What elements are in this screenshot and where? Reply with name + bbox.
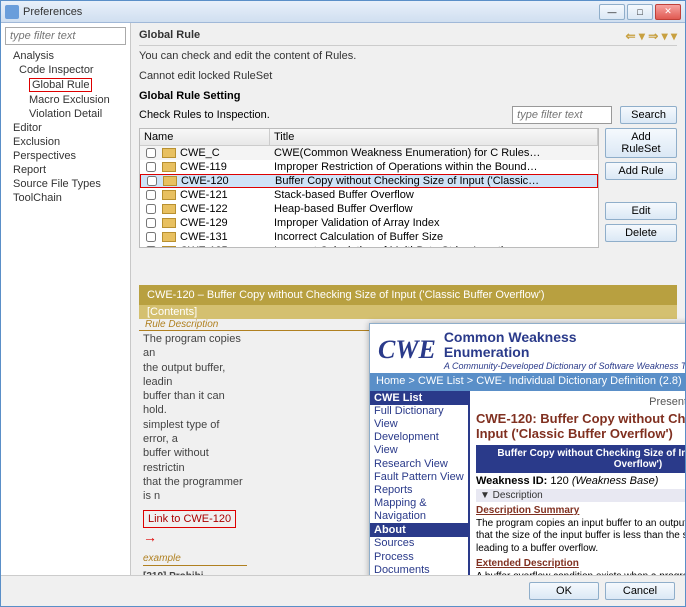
edit-button[interactable]: Edit [605,202,677,220]
preferences-sidebar: AnalysisCode InspectorGlobal RuleMacro E… [1,23,131,575]
description-header[interactable]: ▼ Description [476,489,685,502]
sidebar-item-report[interactable]: Report [5,163,126,177]
table-row[interactable]: CWE-129Improper Validation of Array Inde… [140,216,598,230]
row-checkbox[interactable] [146,232,156,242]
side-nav-link[interactable]: Full Dictionary View [370,405,468,431]
cwe-title-1: Common Weakness [444,330,685,345]
side-nav-link[interactable]: Mapping & Navigation [370,497,468,523]
rule-icon [162,204,176,214]
maximize-button[interactable]: □ [627,4,653,20]
row-checkbox[interactable] [146,218,156,228]
search-button[interactable]: Search [620,106,677,124]
presentation-filter: Presentation Filter: --None-- [476,395,685,409]
sidebar-item-exclusion[interactable]: Exclusion [5,135,126,149]
table-row[interactable]: CWE-120Buffer Copy without Checking Size… [140,174,598,188]
main-panel: Global Rule ⇐ ▾ ⇒ ▾ ▾ You can check and … [131,23,685,575]
add-ruleset-button[interactable]: Add RuleSet [605,128,677,158]
table-row[interactable]: CWE-119Improper Restriction of Operation… [140,160,598,174]
prohibit-label: [219] Prohibi [143,570,247,575]
dialog-footer: OK Cancel [1,575,685,606]
minimize-button[interactable]: — [599,4,625,20]
rule-filter-input[interactable] [512,106,612,124]
sidebar-item-analysis[interactable]: Analysis [5,49,126,63]
breadcrumb: Home > CWE List > CWE- Individual Dictio… [370,373,685,391]
row-checkbox[interactable] [146,246,156,248]
side-nav-link[interactable]: Development View [370,431,468,457]
preferences-window: Preferences — □ ✕ AnalysisCode Inspector… [0,0,686,607]
info-text-2: Cannot edit locked RuleSet [139,66,677,86]
add-rule-button[interactable]: Add Rule [605,162,677,180]
side-nav-link[interactable]: Process [370,551,468,564]
rule-icon [162,190,176,200]
side-section-header: About [370,523,468,537]
cwe-title-2: Enumeration [444,345,685,360]
panel-title: Global Rule [139,29,200,43]
sidebar-item-violation-detail[interactable]: Violation Detail [5,107,126,121]
extended-heading: Extended Description [476,558,685,569]
delete-button[interactable]: Delete [605,224,677,242]
sidebar-filter-input[interactable] [5,27,126,45]
cwe-logo: CWE [378,335,436,364]
sidebar-item-toolchain[interactable]: ToolChain [5,191,126,205]
sidebar-item-source-file-types[interactable]: Source File Types [5,177,126,191]
nav-arrows[interactable]: ⇐ ▾ ⇒ ▾ ▾ [625,29,677,43]
info-text-1: You can check and edit the content of Ru… [139,46,677,66]
row-checkbox[interactable] [147,176,157,186]
extended-text: A buffer overflow condition exists when … [476,571,685,575]
cwe-subtitle: A Community-Developed Dictionary of Soft… [444,361,685,371]
sidebar-item-perspectives[interactable]: Perspectives [5,149,126,163]
cwe-strip-title: CWE-120 – Buffer Copy without Checking S… [147,289,545,301]
check-rules-label: Check Rules to Inspection. [139,109,504,121]
side-nav-link[interactable]: Sources [370,537,468,550]
rule-icon [162,218,176,228]
side-nav-link[interactable]: Research View [370,458,468,471]
side-nav-link[interactable]: Documents [370,564,468,575]
column-title[interactable]: Title [270,129,598,145]
sidebar-item-editor[interactable]: Editor [5,121,126,135]
table-row[interactable]: CWE-135Incorrect Calculation of Multi-By… [140,244,598,248]
table-row[interactable]: CWE-131Incorrect Calculation of Buffer S… [140,230,598,244]
rule-icon [162,162,176,172]
row-checkbox[interactable] [146,204,156,214]
table-row[interactable]: CWE_CCWE(Common Weakness Enumeration) fo… [140,146,598,160]
rule-grid[interactable]: Name Title CWE_CCWE(Common Weakness Enum… [139,128,599,248]
cwe-entry-heading: CWE-120: Buffer Copy without Checking Si… [476,411,685,441]
link-to-cwe[interactable]: Link to CWE-120 [143,510,236,528]
rule-icon [162,148,176,158]
table-row[interactable]: CWE-122Heap-based Buffer Overflow [140,202,598,216]
cwe-entry-bar: Buffer Copy without Checking Size of Inp… [476,445,685,473]
sidebar-item-global-rule[interactable]: Global Rule [5,77,126,93]
rule-icon [163,176,177,186]
side-nav-link[interactable]: Fault Pattern View [370,471,468,484]
summary-text: The program copies an input buffer to an… [476,518,685,556]
titlebar: Preferences — □ ✕ [1,1,685,23]
example-heading: example [143,552,247,566]
column-name[interactable]: Name [140,129,270,145]
row-checkbox[interactable] [146,148,156,158]
cwe-website-overlay: CWE Common Weakness Enumeration A Commun… [369,323,685,575]
description-snippet: The program copies an the output buffer,… [137,328,247,575]
cwe-side-nav[interactable]: CWE ListFull Dictionary ViewDevelopment … [370,391,470,575]
side-nav-link[interactable]: Reports [370,484,468,497]
ok-button[interactable]: OK [529,582,599,600]
cwe-strip-contents[interactable]: [Contents] [147,306,197,318]
preference-tree[interactable]: AnalysisCode InspectorGlobal RuleMacro E… [5,49,126,205]
cancel-button[interactable]: Cancel [605,582,675,600]
table-row[interactable]: CWE-121Stack-based Buffer Overflow [140,188,598,202]
rule-icon [162,232,176,242]
app-icon [5,5,19,19]
window-title: Preferences [23,6,599,18]
summary-heading: Description Summary [476,505,685,516]
rule-icon [162,246,176,248]
setting-label: Global Rule Setting [139,90,677,102]
row-checkbox[interactable] [146,190,156,200]
close-button[interactable]: ✕ [655,4,681,20]
sidebar-item-code-inspector[interactable]: Code Inspector [5,63,126,77]
sidebar-item-macro-exclusion[interactable]: Macro Exclusion [5,93,126,107]
row-checkbox[interactable] [146,162,156,172]
side-section-header: CWE List [370,391,468,405]
